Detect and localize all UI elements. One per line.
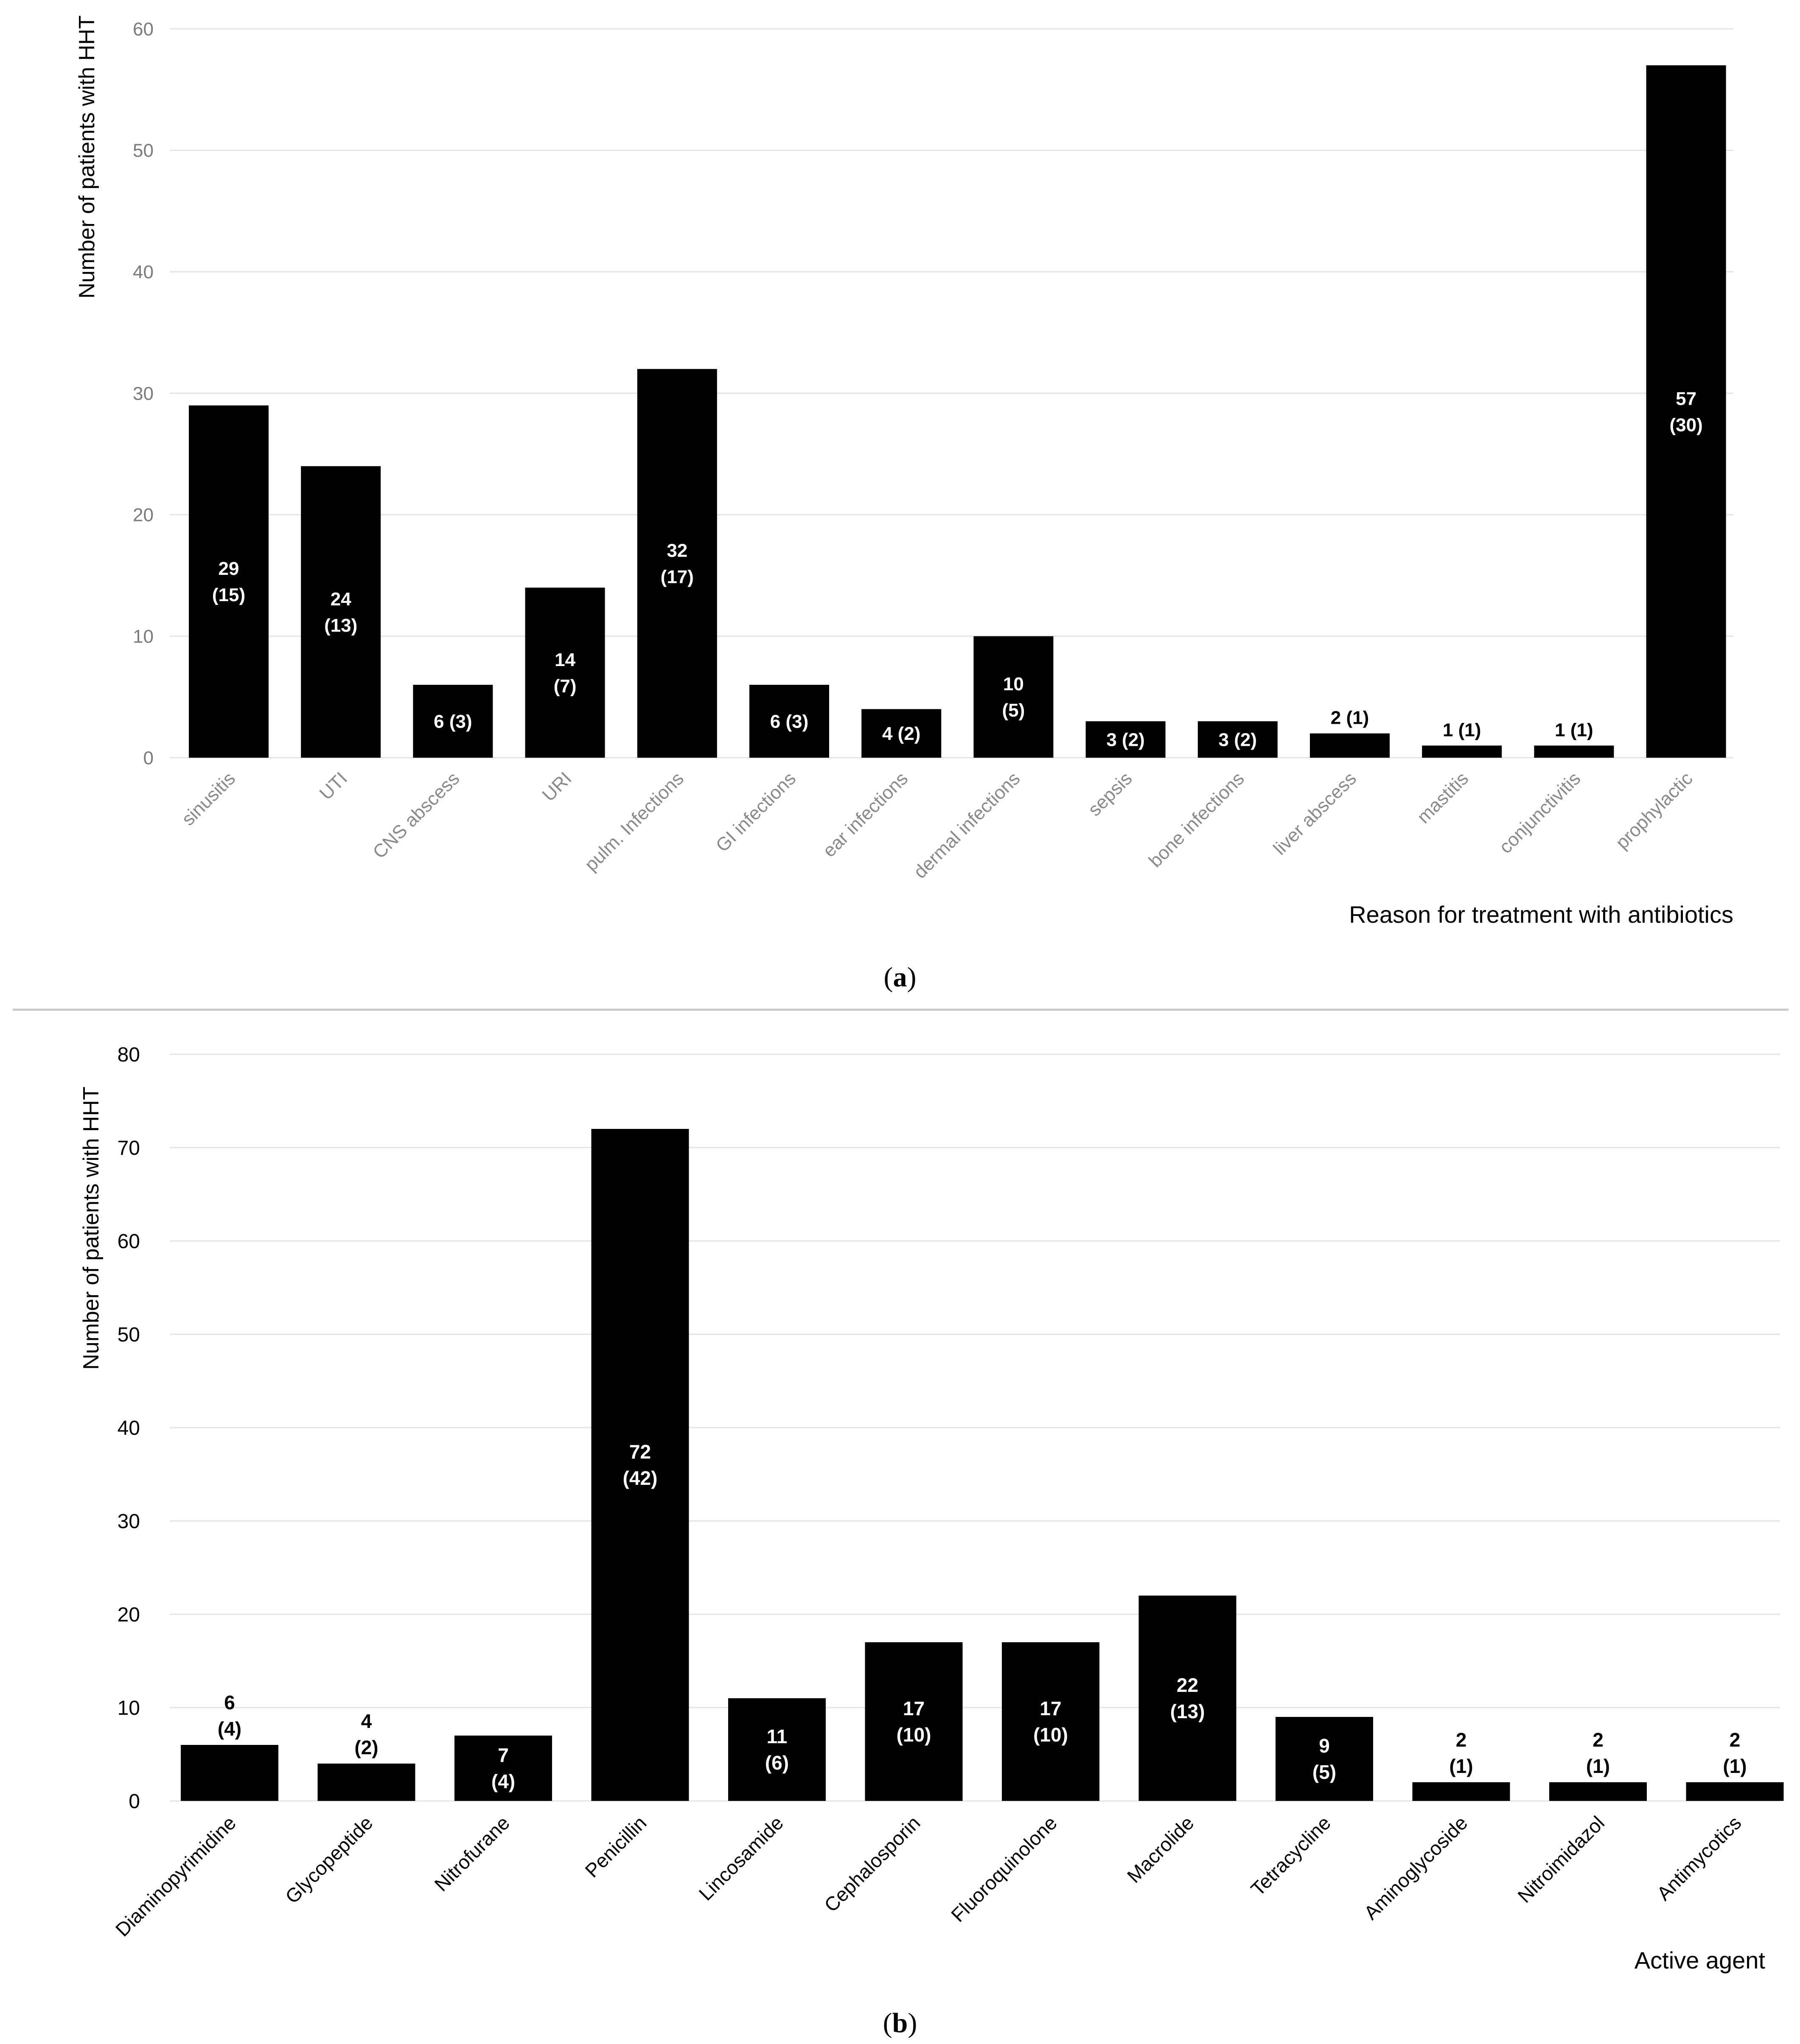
y-tick-label: 0 xyxy=(143,748,154,768)
bar xyxy=(1276,1717,1373,1801)
y-tick-label: 30 xyxy=(118,1510,140,1533)
data-label: (1) xyxy=(1586,1755,1610,1777)
data-label: (15) xyxy=(212,585,245,605)
y-tick-label: 70 xyxy=(118,1137,140,1159)
y-tick-label: 40 xyxy=(133,262,154,283)
data-label: 22 xyxy=(1177,1674,1198,1696)
data-label: (5) xyxy=(1312,1761,1336,1783)
panel-label-b: (b) xyxy=(883,2008,917,2038)
data-label: (4) xyxy=(491,1770,515,1792)
bar xyxy=(1138,1596,1236,1801)
data-label: 2 xyxy=(1456,1729,1467,1751)
y-tick-label: 10 xyxy=(118,1697,140,1719)
grid-b xyxy=(170,1053,1780,1802)
y-tick-label: 10 xyxy=(133,626,154,647)
bar xyxy=(591,1129,689,1801)
y-tick-label: 0 xyxy=(129,1790,140,1813)
data-label: 57 xyxy=(1676,388,1696,409)
data-label: 10 xyxy=(1003,674,1024,694)
bar xyxy=(973,636,1054,758)
data-label: 3 (2) xyxy=(1219,729,1257,750)
data-label: (42) xyxy=(623,1467,658,1489)
data-label: (13) xyxy=(1170,1700,1205,1722)
y-tick-label: 30 xyxy=(133,383,154,404)
bars-b: 6(4) 4(2) 7(4)72(42)11(6)17(10)17(10)22(13… xyxy=(181,1129,1784,1801)
y-axis-title-a: Number of patients with HHT xyxy=(75,15,99,299)
bar xyxy=(317,1764,415,1801)
data-label: 72 xyxy=(629,1441,651,1463)
y-axis-title-b: Number of patients with HHT xyxy=(79,1086,104,1370)
data-label: (17) xyxy=(661,566,694,587)
data-label: (4) xyxy=(218,1718,241,1740)
data-label: 1 (1) xyxy=(1555,720,1593,740)
bar xyxy=(1646,65,1726,758)
bar xyxy=(1412,1782,1510,1801)
y-tick-label: 40 xyxy=(118,1417,140,1439)
y-tick-label: 80 xyxy=(118,1044,140,1066)
bar xyxy=(1310,733,1390,758)
data-label: 17 xyxy=(903,1697,925,1719)
data-label: 17 xyxy=(1040,1697,1061,1719)
bar xyxy=(181,1745,278,1801)
bar xyxy=(728,1698,826,1801)
data-label: 24 xyxy=(331,589,351,610)
bar xyxy=(865,1642,963,1801)
data-label: 6 (3) xyxy=(434,711,472,732)
panel-label-a: (a) xyxy=(884,962,917,993)
data-label: 4 (2) xyxy=(882,723,920,744)
data-label: 11 xyxy=(767,1725,788,1747)
data-label: 2 xyxy=(1730,1729,1741,1751)
bar xyxy=(525,588,605,758)
bar xyxy=(413,685,493,758)
y-tick-label: 20 xyxy=(118,1604,140,1626)
y-axis-a: 0 10 20 30 40 50 60 xyxy=(133,19,154,768)
y-tick-label: 60 xyxy=(118,1230,140,1253)
y-tick-label: 60 xyxy=(133,19,154,39)
data-label: 2 (1) xyxy=(1331,708,1369,728)
bar xyxy=(1085,721,1166,758)
data-label: 4 xyxy=(361,1710,372,1732)
bar xyxy=(1549,1782,1647,1801)
data-label: (5) xyxy=(1002,700,1025,721)
data-label: 14 xyxy=(555,650,575,670)
data-label: 9 xyxy=(1319,1735,1330,1757)
data-label: 29 xyxy=(219,558,239,579)
data-label: (7) xyxy=(554,676,577,697)
data-label: (1) xyxy=(1723,1755,1747,1777)
bar xyxy=(301,466,381,758)
data-label: 1 (1) xyxy=(1443,720,1481,740)
data-label: (30) xyxy=(1669,414,1702,435)
data-label: (1) xyxy=(1449,1755,1473,1777)
data-label: 6 xyxy=(224,1691,235,1714)
bar xyxy=(1197,721,1278,758)
data-label: (2) xyxy=(354,1736,378,1758)
data-label: (13) xyxy=(324,615,357,636)
bars-a: 29 (15) 24 (13) 6 (3) 14 (7) 32 (17) 6 (3) 4 (2) 10… xyxy=(189,65,1726,758)
data-label: (10) xyxy=(1033,1724,1068,1746)
x-axis-title-b: Active agent xyxy=(1635,1947,1766,1974)
data-label: 3 (2) xyxy=(1106,729,1144,750)
bar xyxy=(1686,1782,1784,1801)
data-label: (10) xyxy=(897,1724,931,1746)
bar xyxy=(189,405,269,758)
y-tick-label: 20 xyxy=(133,505,154,526)
data-label: 7 xyxy=(498,1744,509,1766)
bar xyxy=(1534,745,1614,758)
data-label: 2 xyxy=(1593,1729,1604,1751)
bar xyxy=(861,709,942,758)
data-label: 32 xyxy=(667,540,687,561)
bar xyxy=(1422,745,1502,758)
x-axis-title-a: Reason for treatment with antibiotics xyxy=(1349,901,1733,928)
bar xyxy=(637,369,717,758)
y-tick-label: 50 xyxy=(118,1324,140,1346)
bar xyxy=(454,1736,552,1801)
bar xyxy=(1002,1642,1099,1801)
data-label: 6 (3) xyxy=(770,711,808,732)
bar xyxy=(749,685,829,758)
y-axis-b: 0 10 20 30 40 50 60 70 80 xyxy=(118,1044,140,1813)
y-tick-label: 50 xyxy=(133,140,154,161)
data-label: (6) xyxy=(765,1752,789,1774)
